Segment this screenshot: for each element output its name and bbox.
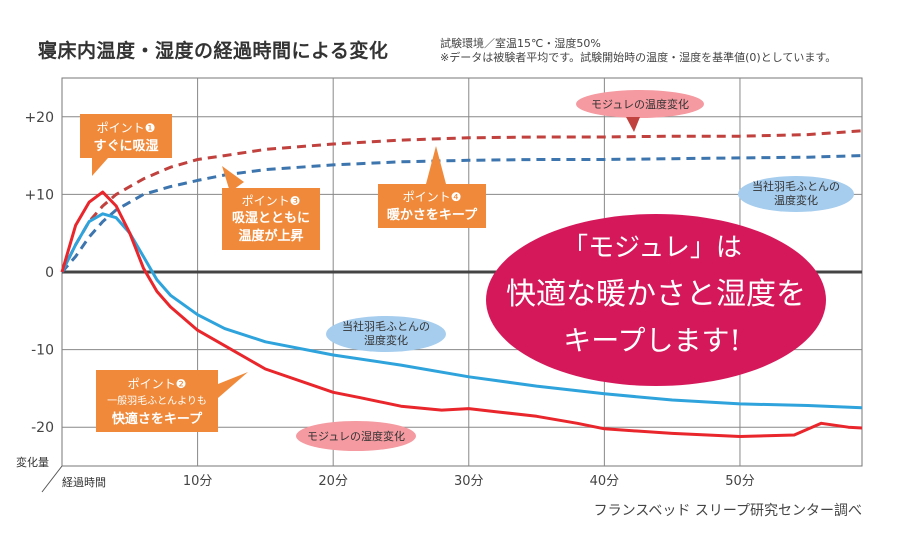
callout-point-2: ポイント❷ 一般羽毛ふとんよりも 快適さをキープ [96, 370, 248, 432]
callout-point-3: ポイント❸ 吸湿とともに 温度が上昇 [222, 166, 320, 250]
point-2-title: ポイント❷ [128, 377, 187, 391]
test-notes: 試験環境／室温15℃・湿度50% ※データは被験者平均です。試験開始時の温度・湿… [440, 37, 836, 65]
label-other-temp-line1: 当社羽毛ふとんの [752, 179, 840, 193]
point-1-text: すぐに吸湿 [93, 139, 158, 154]
label-mojure-humidity-text: モジュレの湿度変化 [307, 429, 405, 443]
y-axis-ticks: +20 +10 0 -10 -20 [24, 110, 54, 436]
chart-title: 寝床内温度・湿度の経過時間による変化 [38, 40, 389, 62]
label-other-temp: 当社羽毛ふとんの 温度変化 [738, 176, 854, 212]
y-tick-label: -10 [31, 343, 54, 359]
label-mojure-temp-text: モジュレの温度変化 [591, 97, 689, 111]
promo-ellipse: 「モジュレ」は 快適な暖かさと湿度を キープします! [486, 214, 826, 386]
series-line-other-temp [60, 154, 863, 273]
point-2-text-1: 一般羽毛ふとんよりも [107, 394, 207, 407]
series-line-mojure-humidity [60, 190, 863, 438]
x-tick-label: 30分 [454, 474, 484, 489]
promo-line-2: 快適な暖かさと湿度を [506, 277, 806, 312]
test-condition-note: 試験環境／室温15℃・湿度50% [440, 37, 601, 50]
label-other-humidity: 当社羽毛ふとんの 湿度変化 [326, 316, 446, 352]
x-tick-label: 10分 [183, 474, 213, 489]
series-line-mojure-temp [60, 129, 863, 273]
x-axis-ticks: 10分 20分 30分 40分 50分 [183, 474, 755, 489]
point-4-text: 暖かさをキープ [387, 207, 478, 223]
callout-point-1: ポイント❶ すぐに吸湿 [80, 114, 172, 176]
label-other-humidity-line1: 当社羽毛ふとんの [342, 319, 430, 333]
point-3-arrow [222, 166, 244, 192]
series-line-other-humidity [60, 212, 863, 410]
x-tick-label: 40分 [590, 474, 620, 489]
label-mojure-humidity: モジュレの湿度変化 [296, 421, 416, 451]
point-3-title: ポイント❸ [242, 194, 301, 208]
label-mojure-temp: モジュレの温度変化 [576, 90, 704, 132]
axis-corner-slash [41, 465, 63, 493]
x-tick-label: 20分 [318, 474, 348, 489]
series-group [60, 129, 863, 438]
point-3-text-2: 温度が上昇 [238, 228, 303, 244]
x-axis-label: 経過時間 [62, 476, 106, 489]
data-note: ※データは被験者平均です。試験開始時の温度・湿度を基準値(0)としています。 [440, 51, 837, 64]
y-tick-label: +10 [24, 187, 54, 203]
y-tick-label: 0 [45, 265, 54, 281]
label-other-temp-line2: 温度変化 [774, 193, 818, 207]
label-other-humidity-line2: 湿度変化 [364, 333, 408, 347]
x-tick-label: 50分 [725, 474, 755, 489]
promo-line-1: 「モジュレ」は [562, 233, 742, 263]
y-tick-label: +20 [24, 110, 54, 126]
point-4-arrow [426, 146, 446, 184]
point-4-title: ポイント❹ [403, 190, 462, 204]
point-2-text-2: 快適さをキープ [112, 411, 203, 427]
callout-point-4: ポイント❹ 暖かさをキープ [378, 146, 486, 228]
credit-text: フランスベッド スリープ研究センター調べ [593, 503, 862, 519]
point-1-title: ポイント❶ [97, 121, 156, 135]
y-axis-label: 変化量 [16, 455, 49, 469]
promo-line-3: キープします! [563, 324, 741, 357]
y-tick-label: -20 [31, 420, 54, 436]
point-2-arrow [218, 372, 248, 398]
point-3-text-1: 吸湿とともに [232, 211, 310, 226]
